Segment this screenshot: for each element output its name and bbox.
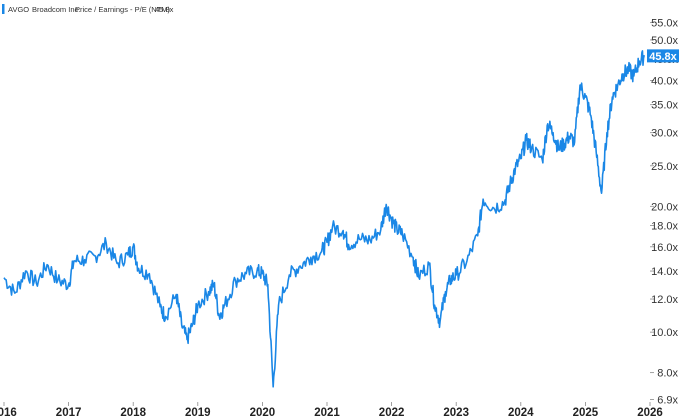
y-tick-label: 12.0x — [651, 294, 678, 306]
legend-metric: Price / Earnings - P/E (NTM) — [75, 5, 171, 14]
x-tick-label: 2018 — [120, 407, 146, 419]
x-tick-label: 2026 — [637, 407, 663, 419]
legend: AVGO Broadcom Inc. Price / Earnings - P/… — [2, 4, 174, 14]
x-axis: 2016 2017 2018 2019 2020 2021 2022 2023 2024 2025… — [0, 402, 663, 419]
x-tick-label: 2020 — [250, 407, 276, 419]
y-axis: 55.0x50.0x45.0x40.0x35.0x30.0x25.0x20.0x… — [650, 18, 678, 407]
y-tick-label: 6.9x — [657, 395, 678, 407]
y-tick-label: 25.0x — [651, 161, 678, 173]
y-tick-label: 16.0x — [651, 242, 678, 254]
x-tick-label: 2023 — [443, 407, 469, 419]
legend-ticker: AVGO — [8, 5, 29, 14]
y-tick-label: 50.0x — [651, 35, 678, 47]
current-value-label: 45.8x — [649, 51, 677, 63]
y-tick-label: 14.0x — [651, 266, 678, 278]
y-tick-label: 20.0x — [651, 201, 678, 213]
legend-value: 45.8x — [155, 5, 174, 14]
legend-swatch — [2, 4, 5, 14]
series-line — [3, 50, 645, 388]
y-tick-label: 30.0x — [651, 128, 678, 140]
y-tick-label: 8.0x — [657, 368, 678, 380]
x-tick-label: 2025 — [573, 407, 599, 419]
x-tick-label: 2017 — [56, 407, 82, 419]
y-tick-label: 18.0x — [651, 220, 678, 232]
plot-area — [3, 50, 645, 388]
y-tick-label: 35.0x — [651, 100, 678, 112]
x-tick-label: 2016 — [0, 407, 17, 419]
x-tick-label: 2022 — [379, 407, 405, 419]
y-tick-label: 55.0x — [651, 18, 678, 30]
current-value-badge-bg — [647, 49, 679, 63]
y-tick-label: 40.0x — [651, 75, 678, 87]
legend-company: Broadcom Inc. — [32, 5, 80, 14]
x-tick-label: 2021 — [314, 407, 340, 419]
current-value-badge: 45.8x — [647, 49, 679, 63]
x-tick-label: 2024 — [508, 407, 534, 419]
y-tick-label: 10.0x — [651, 327, 678, 339]
x-tick-label: 2019 — [185, 407, 211, 419]
